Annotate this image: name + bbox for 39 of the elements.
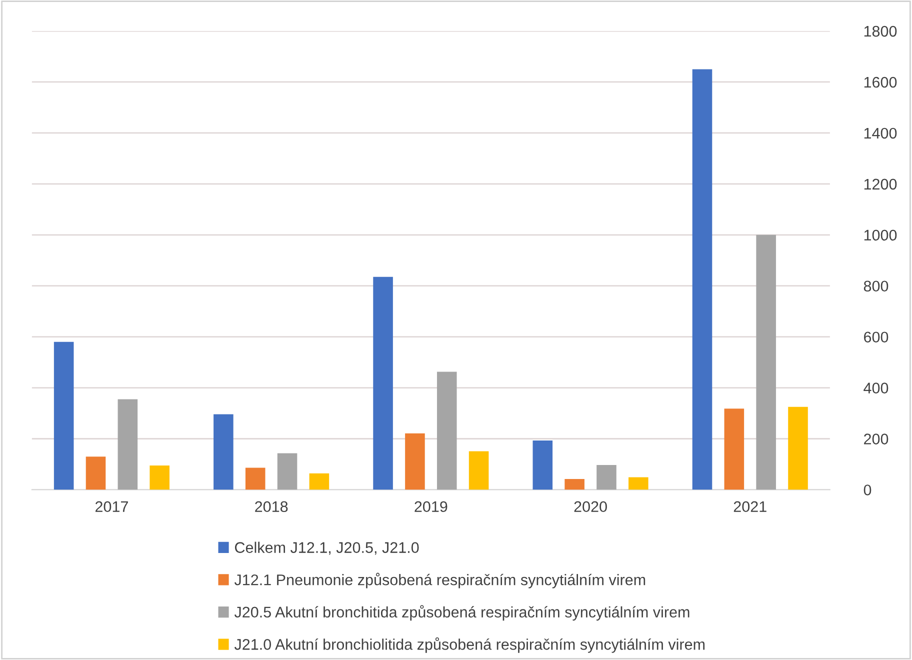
x-tick-label: 2019 <box>414 501 448 512</box>
bar <box>373 276 393 490</box>
bar <box>532 440 553 490</box>
bar <box>309 473 330 490</box>
bar <box>628 477 648 490</box>
bar <box>596 465 616 490</box>
y-tick-label: 1800 <box>864 26 897 37</box>
legend-label: J21.0 Akutní bronchiolitida způsobená respiračním syncytiálním virem <box>234 637 705 653</box>
x-tick-label: 2021 <box>734 501 766 512</box>
bar <box>405 433 425 490</box>
y-tick-label: 1400 <box>864 128 897 139</box>
y-tick-label: 800 <box>864 280 888 292</box>
bar <box>245 468 266 490</box>
bar <box>436 372 457 490</box>
bar <box>692 69 712 490</box>
bar <box>54 342 74 490</box>
legend-label: J20.5 Akutní bronchitida způsobená respiračním syncytiálním virem <box>234 605 690 621</box>
bar <box>150 466 170 490</box>
y-tick-label: 0 <box>864 484 872 496</box>
y-tick-label: 200 <box>864 434 888 444</box>
bar <box>86 456 106 490</box>
y-tick-label: 1200 <box>864 178 897 190</box>
bar <box>724 408 744 490</box>
legend-label: J12.1 Pneumonie způsobená respiračním syncytiálním virem <box>234 572 646 588</box>
x-tick-label: 2017 <box>95 501 128 512</box>
bar <box>756 234 776 490</box>
y-tick-label: 400 <box>864 382 888 394</box>
legend-label: Celkem J12.1, J20.5, J21.0 <box>235 542 419 555</box>
y-tick-label: 1600 <box>864 76 897 88</box>
bar <box>468 451 489 490</box>
bar <box>277 453 298 490</box>
bar <box>214 414 234 490</box>
bar <box>788 406 808 490</box>
x-tick-label: 2018 <box>255 501 288 512</box>
y-tick-label: 600 <box>864 332 888 343</box>
bar <box>118 399 138 490</box>
y-tick-label: 1000 <box>864 230 897 241</box>
bar <box>564 479 584 490</box>
x-tick-label: 2020 <box>574 501 607 512</box>
